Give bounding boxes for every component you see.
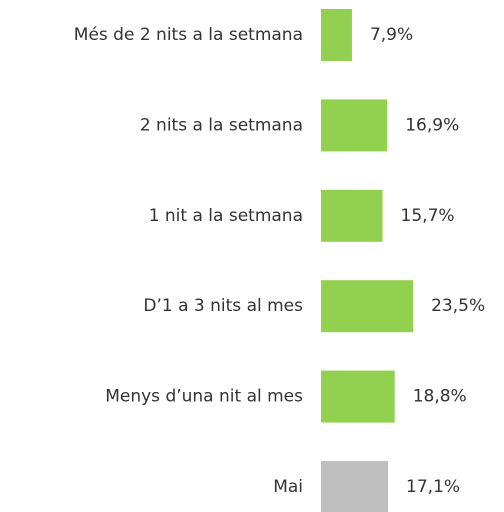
- bar: [321, 9, 352, 61]
- value-label: 7,9%: [370, 25, 413, 45]
- value-label: 18,8%: [413, 387, 467, 407]
- category-label: D’1 a 3 nits al mes: [143, 296, 303, 316]
- value-label: 15,7%: [401, 206, 455, 226]
- value-label: 17,1%: [406, 477, 460, 497]
- category-label: 1 nit a la setmana: [149, 206, 303, 226]
- bar: [321, 189, 383, 242]
- category-label: Mai: [273, 477, 303, 497]
- category-label: Menys d’una nit al mes: [105, 387, 303, 407]
- bar: [321, 461, 389, 512]
- value-label: 23,5%: [431, 296, 485, 316]
- bar: [321, 370, 395, 423]
- bar: [321, 280, 414, 333]
- bar: [321, 99, 388, 152]
- category-label: 2 nits a la setmana: [140, 115, 303, 135]
- value-label: 16,9%: [405, 115, 459, 135]
- category-label: Més de 2 nits a la setmana: [74, 25, 303, 45]
